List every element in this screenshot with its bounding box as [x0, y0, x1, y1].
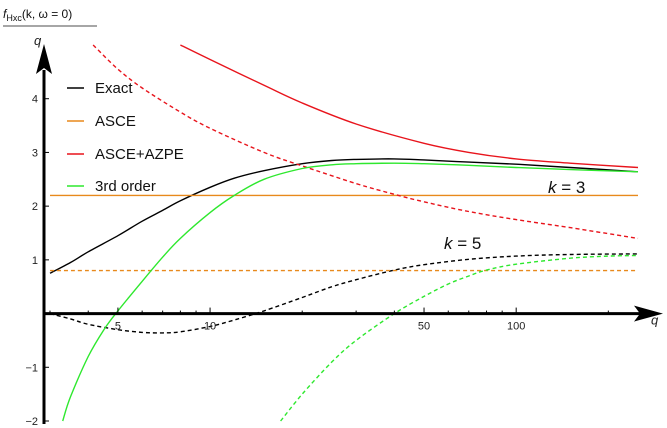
y-tick-label: 4 [32, 94, 38, 106]
x-tick-label: 100 [507, 321, 525, 333]
title-f: f [3, 7, 8, 21]
y-tick-label: −1 [25, 362, 38, 374]
annotation-2: k = 5 [444, 234, 481, 253]
legend-label-3: ASCE+AZPE [95, 146, 184, 163]
y-tick-label: 2 [32, 201, 38, 213]
annotation-value: = 5 [453, 234, 482, 253]
chart-title: fHxc(k, ω = 0) [3, 7, 97, 27]
legend-label-2: ASCE [95, 113, 136, 130]
y-axis-label: q [34, 33, 42, 48]
legend-label-4: 3rd order [95, 178, 156, 195]
x-tick-label: 50 [418, 321, 430, 333]
annotation-value: = 3 [557, 178, 586, 197]
series-line-asce-azpe-k5 [92, 44, 639, 240]
series-line-exact-k5 [49, 253, 639, 334]
series-line-3rd-order-k5 [280, 254, 639, 422]
x-axis-arrow-icon [634, 305, 663, 322]
annotation-k: k [444, 234, 454, 253]
series-line-3rd-order-k3 [62, 162, 639, 422]
title-sub: Hxc [6, 13, 22, 23]
y-tick-label: 3 [32, 147, 38, 159]
plot-area: q q −2 −1 1 2 3 4 5 10 50 100 Exact ASCE ASCE+AZPE 3rd … [25, 33, 663, 428]
series-line-exact-k3 [49, 158, 639, 274]
series-line-asce-azpe-k3 [180, 44, 639, 169]
y-tick-label: 1 [32, 255, 38, 267]
y-axis-arrow-icon [36, 44, 52, 74]
annotation-1: k = 3 [548, 178, 585, 197]
svg-text:fHxc(k, ω = 0): fHxc(k, ω = 0) [3, 7, 72, 23]
x-tick-label: 10 [204, 321, 216, 333]
legend-label-1: Exact [95, 80, 133, 97]
annotation-k: k [548, 178, 558, 197]
x-tick-label: 5 [115, 321, 121, 333]
y-tick-label: −2 [25, 416, 38, 428]
x-axis-label: q [651, 313, 659, 328]
title-args: (k, ω = 0) [22, 7, 72, 21]
